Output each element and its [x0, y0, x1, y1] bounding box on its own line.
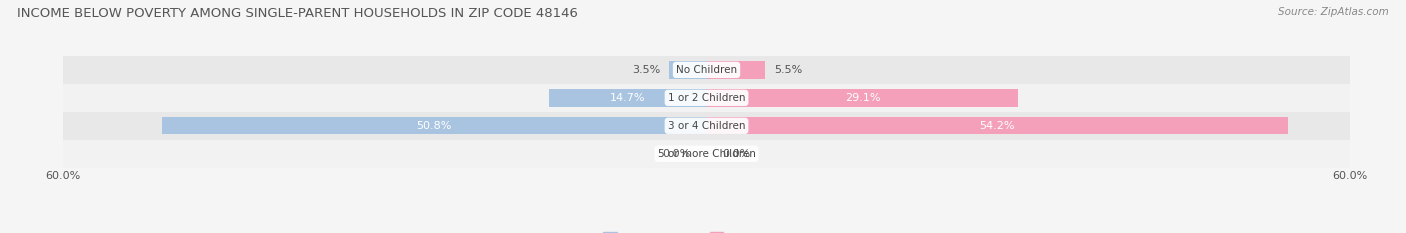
- Bar: [63, 112, 1350, 140]
- Text: 5.5%: 5.5%: [775, 65, 803, 75]
- Text: Source: ZipAtlas.com: Source: ZipAtlas.com: [1278, 7, 1389, 17]
- Bar: [707, 89, 1018, 106]
- Text: 5 or more Children: 5 or more Children: [658, 149, 755, 159]
- Text: 3.5%: 3.5%: [633, 65, 661, 75]
- Text: INCOME BELOW POVERTY AMONG SINGLE-PARENT HOUSEHOLDS IN ZIP CODE 48146: INCOME BELOW POVERTY AMONG SINGLE-PARENT…: [17, 7, 578, 20]
- Text: 50.8%: 50.8%: [416, 121, 451, 131]
- Bar: [669, 61, 707, 79]
- Bar: [63, 140, 1350, 168]
- Text: 0.0%: 0.0%: [723, 149, 751, 159]
- Text: 29.1%: 29.1%: [845, 93, 880, 103]
- Bar: [707, 61, 765, 79]
- Bar: [548, 89, 707, 106]
- Text: No Children: No Children: [676, 65, 737, 75]
- Bar: [63, 84, 1350, 112]
- Text: 0.0%: 0.0%: [662, 149, 690, 159]
- Text: 3 or 4 Children: 3 or 4 Children: [668, 121, 745, 131]
- Bar: [707, 117, 1288, 134]
- Legend: Single Father, Single Mother: Single Father, Single Mother: [603, 232, 810, 233]
- Text: 1 or 2 Children: 1 or 2 Children: [668, 93, 745, 103]
- Bar: [162, 117, 707, 134]
- Bar: [63, 56, 1350, 84]
- Text: 54.2%: 54.2%: [980, 121, 1015, 131]
- Text: 14.7%: 14.7%: [610, 93, 645, 103]
